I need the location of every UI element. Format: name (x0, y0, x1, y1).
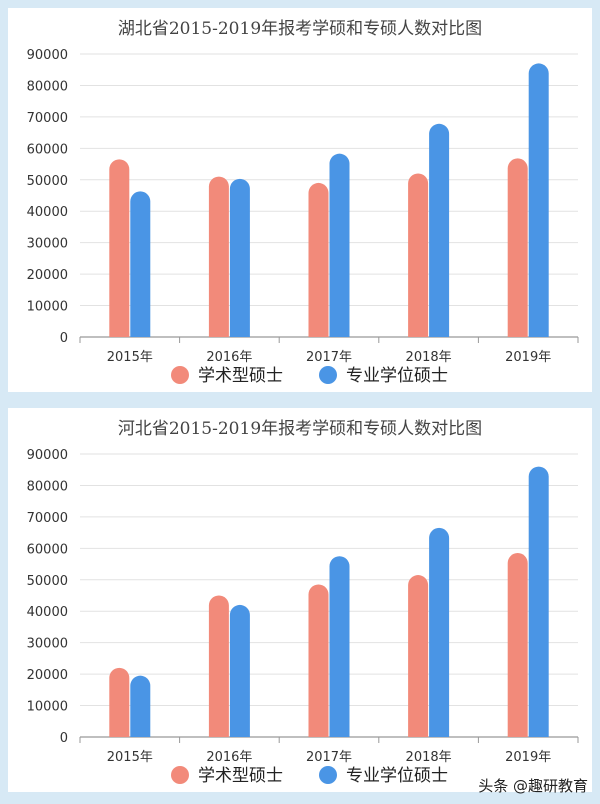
y-tick-label: 30000 (27, 637, 68, 652)
bar-academic (308, 584, 329, 737)
y-tick-label: 50000 (27, 574, 68, 589)
y-tick-label: 0 (60, 731, 68, 746)
bar-academic (208, 595, 229, 737)
legend-label: 学术型硕士 (198, 766, 283, 786)
x-tick-label: 2016年 (206, 750, 252, 765)
bar-professional (229, 604, 250, 737)
bar-professional (329, 153, 350, 337)
bar-professional (130, 675, 151, 737)
x-tick-label: 2019年 (505, 350, 551, 365)
bar-professional (329, 556, 350, 737)
x-tick-label: 2019年 (505, 750, 551, 765)
x-tick-label: 2018年 (406, 350, 452, 365)
bar-academic (308, 182, 329, 337)
bar-professional (429, 123, 450, 337)
bar-academic (507, 553, 528, 737)
x-tick-label: 2016年 (206, 350, 252, 365)
y-tick-label: 40000 (27, 605, 68, 620)
y-tick-label: 80000 (27, 79, 68, 94)
bar-academic (208, 176, 229, 337)
y-tick-label: 20000 (27, 268, 68, 283)
x-tick-label: 2018年 (406, 750, 452, 765)
bar-professional (528, 63, 549, 337)
chart-panel-hebei: 河北省2015-2019年报考学硕和专硕人数对比图 0 10000 20000 3000… (8, 408, 592, 792)
y-tick-label: 20000 (27, 668, 68, 683)
legend-marker (171, 766, 189, 784)
bar-professional (429, 527, 450, 737)
y-tick-label: 90000 (27, 448, 68, 463)
bar-academic (408, 575, 429, 737)
x-tick-label: 2015年 (107, 750, 153, 765)
chart-panel-hubei: 湖北省2015-2019年报考学硕和专硕人数对比图 0 10000 20000 3000… (8, 8, 592, 392)
bar-professional (130, 191, 151, 337)
y-tick-label: 60000 (27, 142, 68, 157)
bar-academic (109, 667, 130, 737)
watermark-text: 头条 @趣研教育 (478, 777, 588, 795)
bar-academic (109, 159, 130, 337)
legend-label: 学术型硕士 (198, 366, 283, 386)
y-tick-label: 10000 (27, 700, 68, 715)
bar-professional (229, 178, 250, 337)
legend-label: 专业学位硕士 (346, 366, 448, 386)
y-tick-label: 80000 (27, 479, 68, 494)
bar-academic (507, 158, 528, 337)
y-tick-label: 30000 (27, 237, 68, 252)
y-tick-label: 70000 (27, 111, 68, 126)
chart-hebei: 河北省2015-2019年报考学硕和专硕人数对比图 0 10000 20000 3000… (27, 419, 579, 786)
y-tick-label: 60000 (27, 542, 68, 557)
legend-marker (171, 366, 189, 384)
y-tick-label: 90000 (27, 48, 68, 63)
y-tick-label: 40000 (27, 205, 68, 220)
y-tick-label: 50000 (27, 174, 68, 189)
chart-title: 湖北省2015-2019年报考学硕和专硕人数对比图 (118, 19, 482, 39)
y-tick-label: 10000 (27, 300, 68, 315)
bar-professional (528, 466, 549, 737)
legend-label: 专业学位硕士 (346, 766, 448, 786)
y-tick-label: 70000 (27, 511, 68, 526)
chart-hubei: 湖北省2015-2019年报考学硕和专硕人数对比图 0 10000 20000 3000… (27, 19, 579, 386)
bar-academic (408, 173, 429, 337)
x-tick-label: 2017年 (306, 750, 352, 765)
chart-title: 河北省2015-2019年报考学硕和专硕人数对比图 (118, 419, 482, 439)
x-tick-label: 2017年 (306, 350, 352, 365)
legend-marker (319, 366, 337, 384)
legend-marker (319, 766, 337, 784)
y-tick-label: 0 (60, 331, 68, 346)
x-tick-label: 2015年 (107, 350, 153, 365)
